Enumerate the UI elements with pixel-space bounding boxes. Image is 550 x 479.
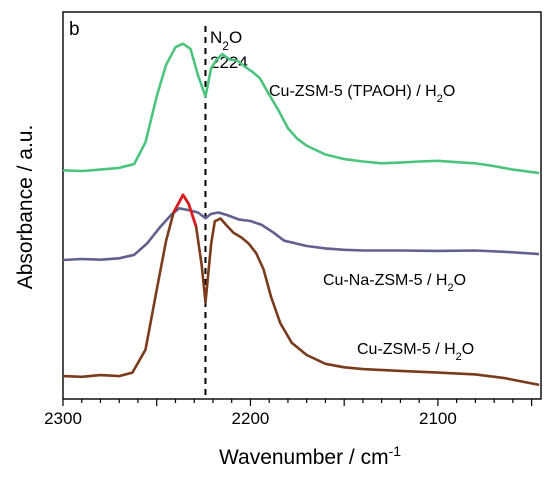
series-line-cu [62, 193, 540, 387]
y-axis-label: Absorbance / a.u. [14, 125, 37, 290]
panel-letter: b [69, 19, 80, 40]
series-line-cu-peak-highlight [172, 193, 198, 228]
x-tick-label: 2300 [44, 409, 82, 428]
series-line-cu-na [62, 207, 540, 262]
series-legend-cu-na: Cu-Na-ZSM-5 / H2O [323, 272, 466, 294]
x-axis-label-superscript: -1 [389, 443, 402, 459]
x-axis-ticks: 2300 2200 2100 [44, 399, 533, 428]
x-tick-label: 2100 [419, 409, 457, 428]
x-axis-label: Wavenumber / cm-1 [219, 443, 401, 469]
series-layer [62, 42, 540, 387]
series-line-tpaoh [62, 42, 540, 175]
reference-molecule-subscript: 2 [222, 39, 229, 53]
plot-frame [62, 11, 542, 400]
series-legend-cu: Cu-ZSM-5 / H2O [357, 341, 474, 363]
x-tick-label: 2200 [232, 409, 270, 428]
reference-molecule-label: N2O [210, 28, 242, 53]
series-legend-tpaoh: Cu-ZSM-5 (TPAOH) / H2O [269, 83, 455, 105]
